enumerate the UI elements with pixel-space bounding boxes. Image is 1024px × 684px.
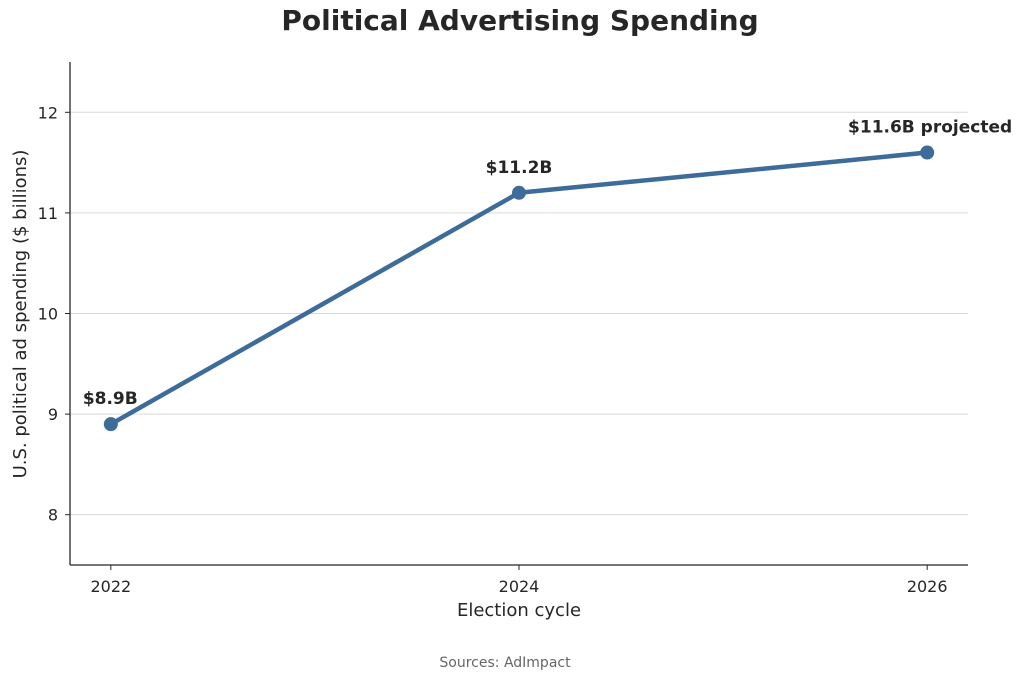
y-tick-label: 9	[48, 405, 58, 424]
x-tick-label: 2024	[499, 577, 540, 596]
source-note: Sources: AdImpact	[439, 655, 571, 671]
gridlines	[70, 111, 968, 516]
data-point	[103, 417, 118, 432]
y-tick-label: 8	[48, 506, 58, 525]
data-label: $8.9B	[83, 389, 138, 409]
y-axis-label: U.S. political ad spending ($ billions)	[10, 150, 31, 479]
series	[103, 145, 935, 432]
y-tick-label: 10	[38, 305, 58, 324]
chart-title: Political Advertising Spending	[281, 4, 759, 37]
data-point	[920, 145, 935, 160]
data-label: $11.6B projected	[848, 118, 1012, 138]
x-tick-label: 2022	[90, 577, 131, 596]
data-label: $11.2B	[486, 158, 553, 178]
x-axis-label: Election cycle	[457, 600, 581, 621]
data-labels: $8.9B $11.2B $11.6B projected	[83, 118, 1012, 410]
axes: 8 9 10 11 12 2022 2024 2026	[38, 62, 968, 596]
y-tick-label: 12	[38, 103, 58, 122]
y-tick-label: 11	[38, 204, 58, 223]
data-point	[512, 185, 526, 200]
x-tick-label: 2026	[907, 577, 948, 596]
